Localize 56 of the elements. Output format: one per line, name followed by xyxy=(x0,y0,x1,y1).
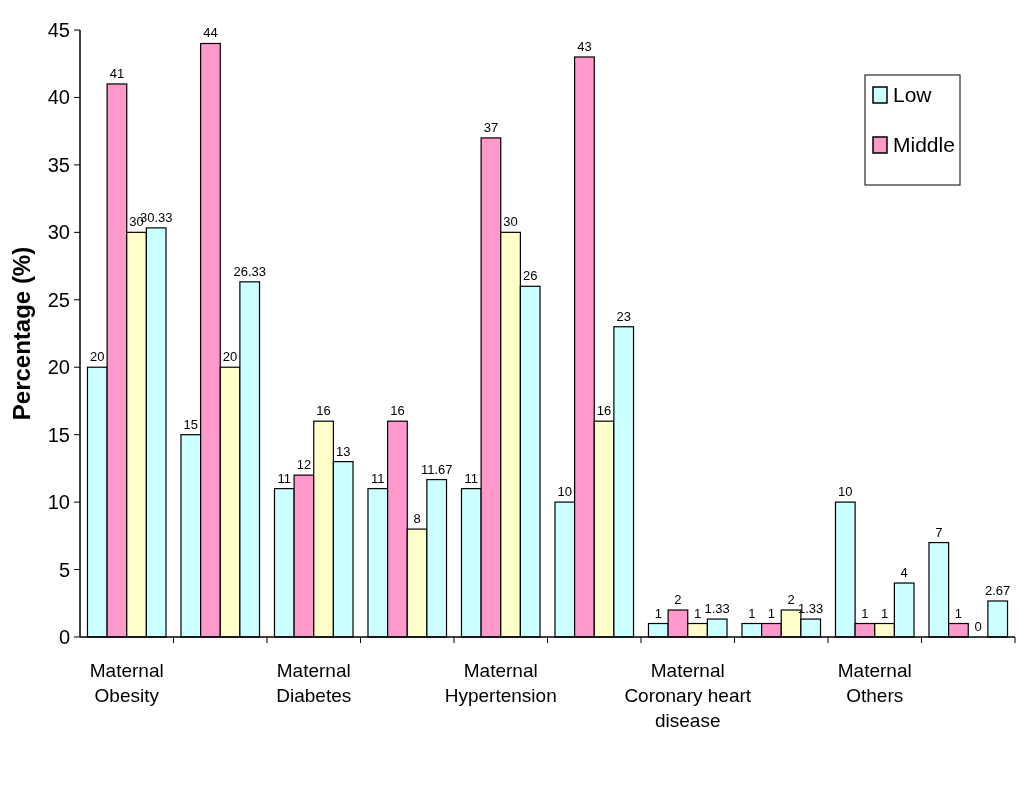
y-tick-label: 25 xyxy=(47,288,70,311)
y-tick-label: 45 xyxy=(47,19,70,41)
data-label: 10 xyxy=(557,484,573,500)
data-label: 11 xyxy=(277,470,292,486)
data-label: 11 xyxy=(371,470,385,486)
data-label: 43 xyxy=(577,38,592,54)
data-label: 1 xyxy=(861,605,869,621)
data-label: 26.33 xyxy=(233,263,266,279)
data-label: 1 xyxy=(654,605,662,621)
data-label: 41 xyxy=(109,65,125,81)
data-label: 10 xyxy=(838,484,853,500)
y-tick-label: 35 xyxy=(47,153,70,176)
data-label: 26 xyxy=(522,268,538,284)
x-tick-label: Maternal Coronary heart disease xyxy=(624,660,752,731)
data-label: 13 xyxy=(335,443,351,459)
data-label: 37 xyxy=(483,119,499,135)
data-label: 23 xyxy=(616,308,631,324)
y-tick-label: 30 xyxy=(47,221,70,244)
data-label: 15 xyxy=(183,416,199,432)
data-label: 16 xyxy=(390,403,405,419)
data-label: 16 xyxy=(316,403,331,419)
data-label: 1.33 xyxy=(798,601,824,617)
data-label: 2.67 xyxy=(985,582,1011,598)
data-label: 8 xyxy=(413,511,421,527)
data-label: 44 xyxy=(203,25,218,41)
y-axis-title: Percentage (%) xyxy=(8,246,35,421)
x-tick-label: Maternal Obesity xyxy=(89,660,164,706)
legend-label: Low xyxy=(893,83,933,107)
data-label: 1 xyxy=(954,605,963,621)
data-label: 12 xyxy=(296,457,312,473)
data-label: 16 xyxy=(596,403,612,419)
y-tick-label: 20 xyxy=(47,356,70,379)
x-tick-label: Maternal Others xyxy=(837,660,912,706)
data-label: 2 xyxy=(674,592,682,608)
y-tick-label: 5 xyxy=(58,558,70,581)
data-label: 2 xyxy=(787,592,795,608)
data-label: 11 xyxy=(464,470,479,486)
y-tick-label: 10 xyxy=(47,491,70,514)
data-label: 20 xyxy=(222,349,238,365)
y-tick-label: 15 xyxy=(47,423,70,446)
data-label: 0 xyxy=(974,619,982,634)
x-tick-label: Maternal Hypertension xyxy=(444,660,557,706)
data-label: 1 xyxy=(693,605,702,621)
data-label: 30 xyxy=(503,214,518,230)
data-label: 7 xyxy=(935,524,943,540)
x-tick-label: Maternal Diabetes xyxy=(276,660,352,706)
y-tick-label: 40 xyxy=(47,86,70,109)
data-label: 1 xyxy=(748,605,756,621)
y-tick-label: 0 xyxy=(58,626,70,648)
data-label: 1.33 xyxy=(704,601,730,617)
data-label: 1 xyxy=(767,605,776,621)
data-label: 20 xyxy=(90,349,105,365)
data-label: 11.67 xyxy=(420,461,453,477)
data-label: 1 xyxy=(880,605,889,621)
legend-label: Middle xyxy=(893,133,955,157)
data-label: 4 xyxy=(900,565,908,581)
